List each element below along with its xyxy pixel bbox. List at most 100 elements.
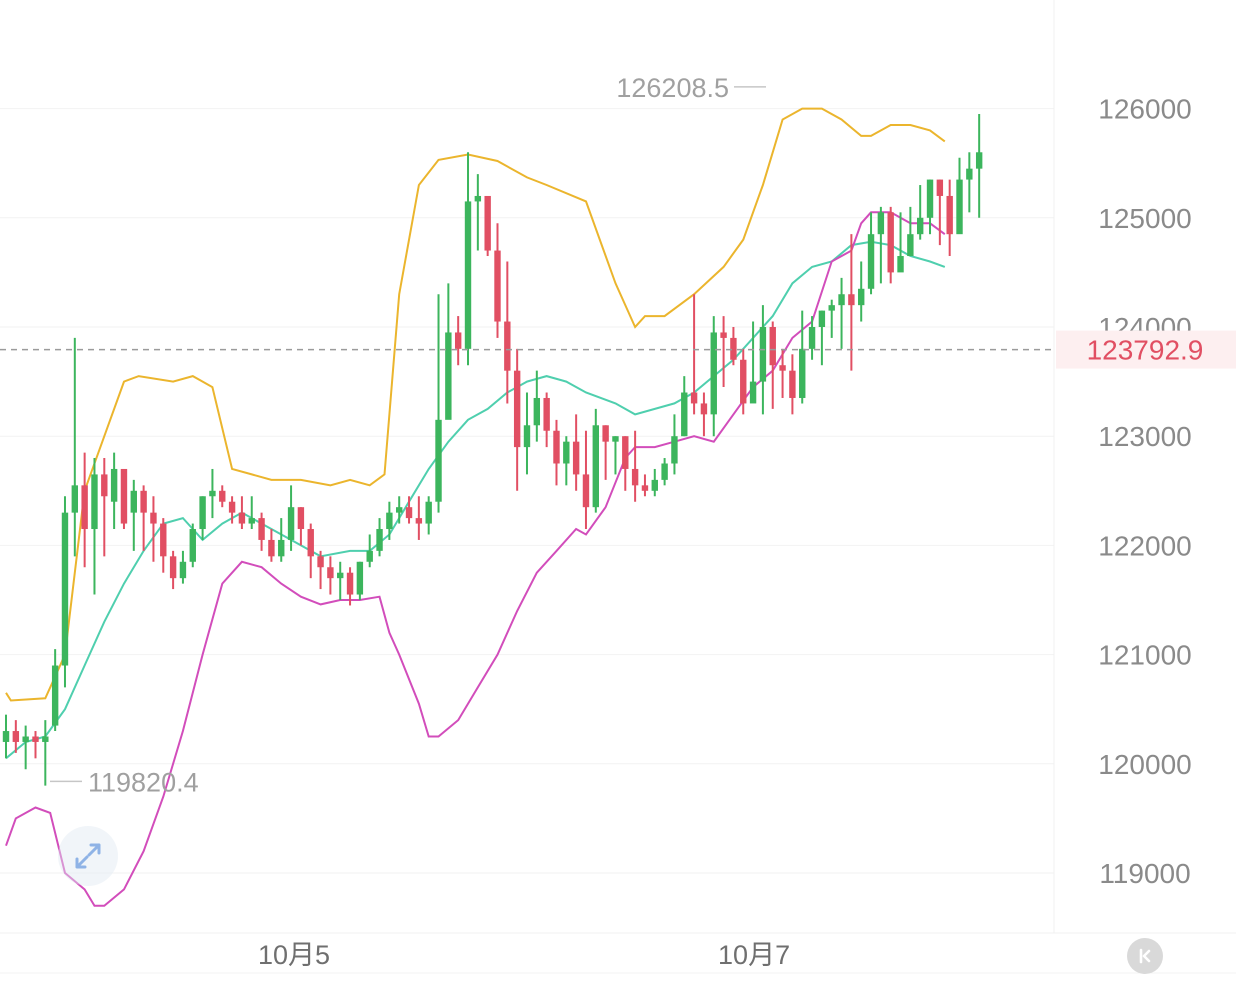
candle-body [287,507,295,540]
candle-body [641,485,649,491]
candle-body [51,665,59,726]
candle-body [179,561,187,579]
candle-body [572,441,580,475]
candle-body [120,468,128,524]
candle-body [690,392,698,404]
candle-body [946,195,953,235]
candle-body [228,501,236,513]
y-tick-label: 126000 [1098,94,1191,125]
candle-body [651,479,658,491]
candle-body [956,179,963,235]
candle-body [612,436,619,442]
candle-body [671,436,678,464]
candle-body [975,152,983,169]
y-tick-label: 119000 [1099,858,1190,889]
candle-body [209,490,216,497]
candle-body [140,490,147,513]
candle-body [258,518,265,540]
candle-body [130,490,137,513]
candle-body [376,529,383,551]
low-price-label: 119820.4 [88,767,199,797]
candle-body [415,518,423,524]
y-tick-label: 120000 [1098,749,1191,780]
candle-body [317,556,324,568]
y-tick-label: 122000 [1098,530,1191,561]
candle-body [592,425,599,508]
candle-body [966,168,973,180]
candle-body [425,501,432,524]
candle-body [101,474,108,497]
middle-band-line [5,240,946,760]
candle-body [396,507,403,513]
candle-body [769,327,776,366]
candle-body [346,572,354,595]
candle-body [523,425,531,448]
expand-arrows-icon [75,843,101,869]
candle-body [838,294,845,306]
candle-body [563,441,570,464]
candle-body [22,736,29,742]
candle-body [464,201,472,349]
candle-body [700,403,708,415]
candle-body [435,419,442,502]
collapse-chart-button[interactable] [1127,938,1163,974]
candle-body [582,474,590,508]
candle-body [445,332,452,420]
y-tick-label: 125000 [1098,203,1191,234]
candle-body [405,507,413,519]
candle-body [858,288,865,306]
candle-body [386,512,393,530]
candle-body [81,485,88,530]
candle-body [169,556,177,579]
candle-body [278,539,285,557]
candle-body [897,256,904,273]
candle-body [907,234,914,257]
candle-body [337,572,344,579]
candle-body [789,370,796,398]
candle-body [238,512,246,524]
current-price-badge [1056,330,1236,369]
candle-body [553,430,560,464]
candle-body [297,507,305,530]
candle-body [749,381,757,404]
collapse-arrow-icon [1139,948,1151,964]
candle-body [219,490,226,502]
candle-body [799,348,806,398]
candle-body [681,392,688,437]
candle-body [730,337,737,360]
x-tick-label: 10月7 [718,940,790,970]
candle-body [32,736,39,742]
candle-body [2,731,10,742]
x-tick-label: 10月5 [258,940,330,970]
candle-body [61,512,69,666]
expand-icon[interactable] [58,826,118,886]
candle-body [661,463,668,480]
candle-body [248,518,255,524]
candle-body [356,561,364,595]
candle-body [887,212,894,273]
candle-body [710,332,717,415]
candle-body [740,359,747,404]
candle-body [150,512,157,524]
candle-body [91,474,98,530]
candle-body [926,179,934,218]
candle-body [268,539,275,557]
candle-body [12,731,20,742]
candle-body [454,332,462,349]
candle-body [199,496,206,530]
candle-body [602,425,609,442]
candle-body [916,217,924,235]
candle-body [848,294,855,306]
candle-body [631,468,639,486]
y-tick-label: 121000 [1098,640,1191,671]
candle-body [877,212,885,235]
candle-body [42,736,49,742]
candle-body [307,529,314,557]
candle-body [327,567,334,579]
candle-body [533,397,541,426]
candle-body [110,468,118,502]
current-price-label: 123792.9 [1087,335,1204,366]
candle-body [936,179,944,196]
